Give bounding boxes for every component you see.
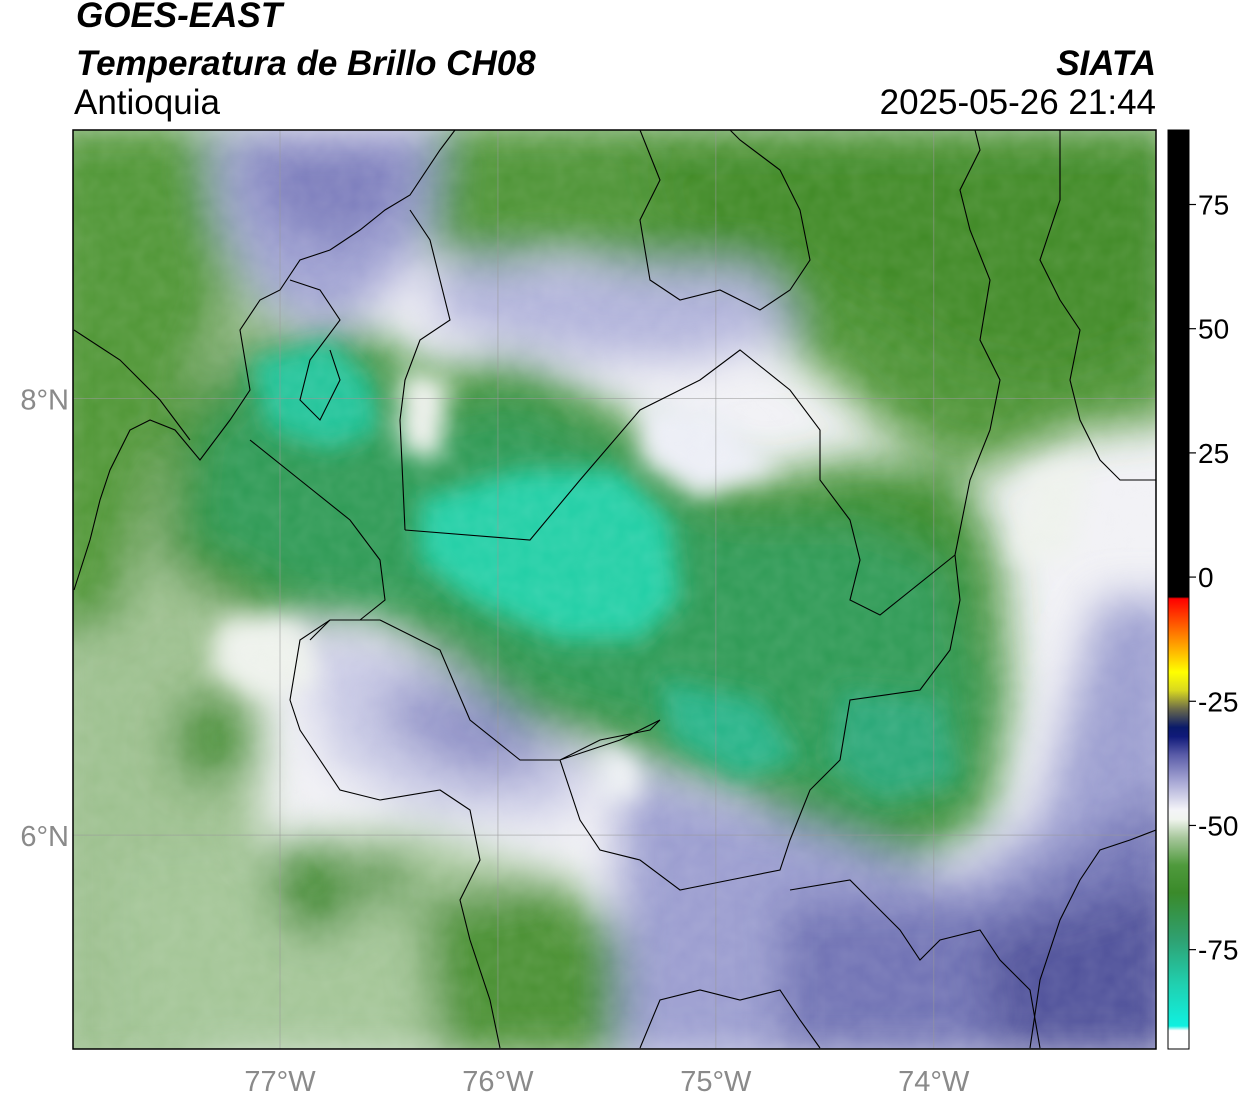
boyaca-border [1029,829,1156,1049]
bolivar-border [639,130,811,311]
latitude-labels: 8°N 6°N [20,384,69,853]
colorbar-tick-label: -50 [1198,810,1238,841]
region-label: Antioquia [74,83,220,122]
boundary-lines [73,130,1156,1049]
santander-border [954,130,1001,556]
colorbar-tick-label: 75 [1198,190,1229,221]
colorbar-tick-label: -75 [1198,935,1238,966]
antioquia-border [289,349,961,941]
satellite-title: GOES-EAST [76,0,283,35]
caldas-border [789,879,1041,1049]
lat-tick-label: 6°N [20,821,69,853]
map-frame [72,129,1157,1050]
lon-tick-label: 74°W [898,1066,970,1098]
brightness-field [73,130,1156,1049]
colorbar-tick-label: 50 [1198,314,1229,345]
coastline-gulf [289,279,341,421]
cordoba-border [399,209,451,531]
datetime-label: 2025-05-26 21:44 [879,83,1156,122]
cesar-border [1039,130,1156,481]
longitude-labels: 77°W 76°W 75°W 74°W [244,1066,970,1098]
agency-label: SIATA [1056,44,1156,83]
coastline-pacific [73,130,456,591]
risaralda-border [639,989,821,1049]
colorbar-ramp [1167,129,1190,1050]
panama-border [73,329,191,441]
choco-border [249,439,386,641]
lon-tick-label: 75°W [680,1066,752,1098]
lat-tick-label: 8°N [20,384,69,416]
lon-tick-label: 77°W [244,1066,316,1098]
colorbar-tick-label: 0 [1198,562,1214,593]
map-gridlines [73,130,1156,1049]
colorbar-tick-label: -25 [1198,686,1238,717]
product-title: Temperatura de Brillo CH08 [76,44,536,83]
valle-border [469,939,501,1049]
colorbar-ticks: 75 50 25 0 -25 -50 -75 [1189,190,1238,966]
colorbar-tick-label: 25 [1198,438,1229,469]
lon-tick-label: 76°W [462,1066,534,1098]
colorbar: 75 50 25 0 -25 -50 -75 [1167,129,1238,1050]
